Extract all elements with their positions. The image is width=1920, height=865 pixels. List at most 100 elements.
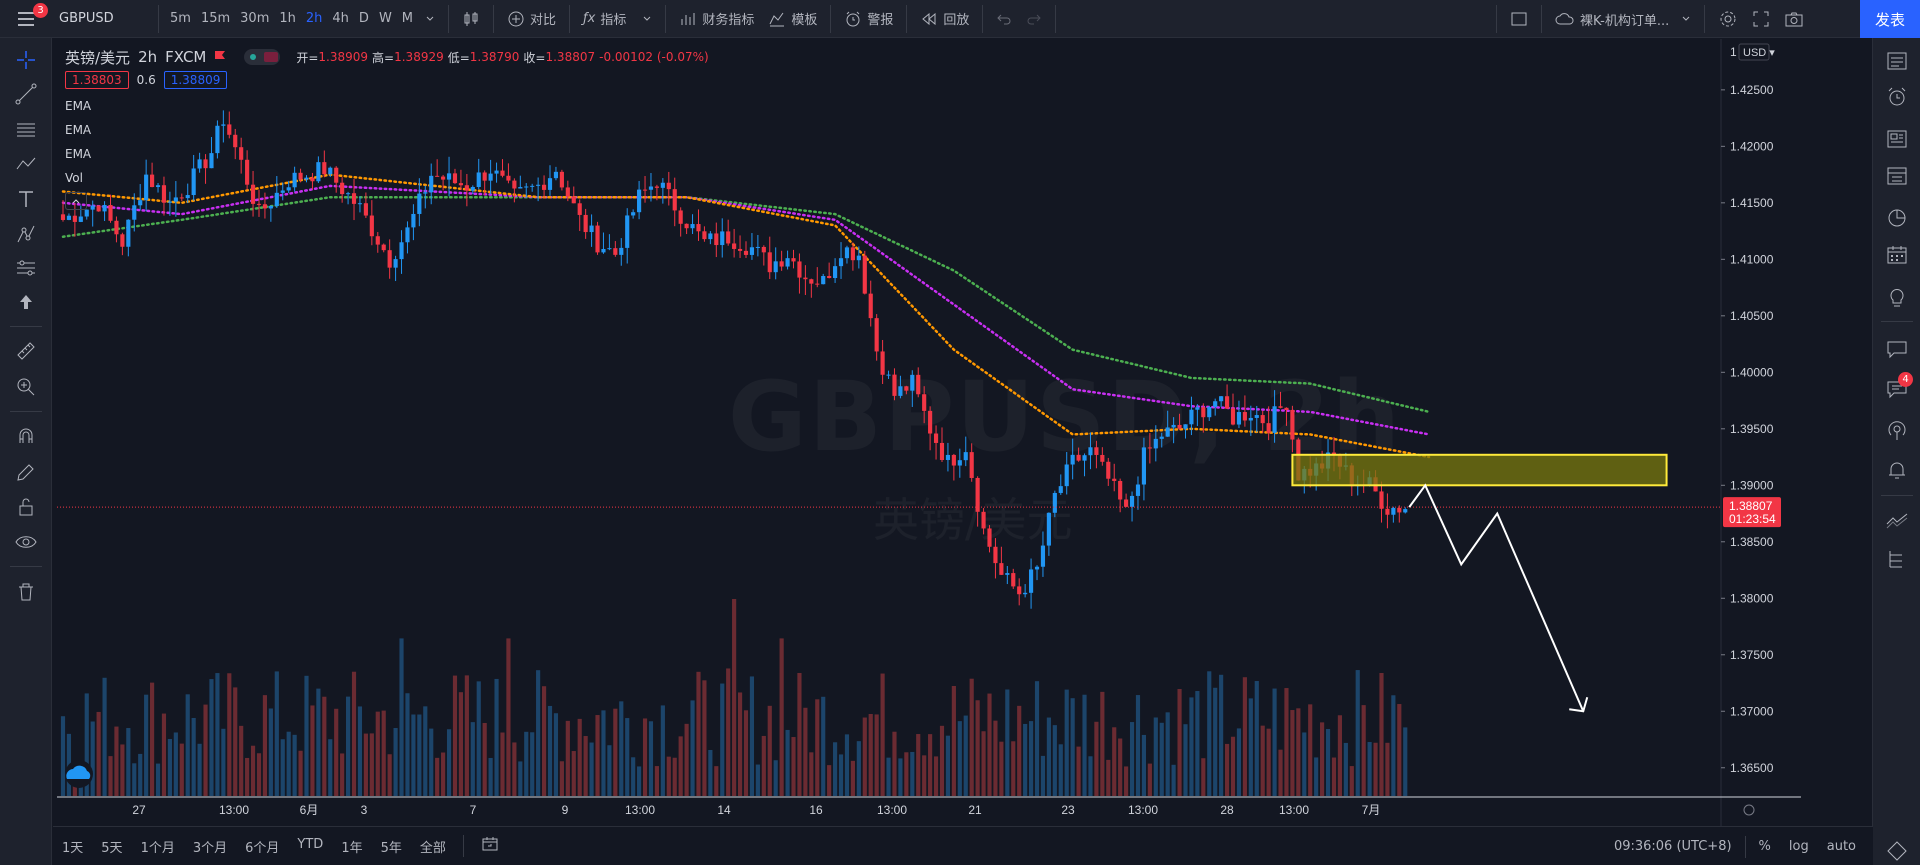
- interval-dropdown[interactable]: [418, 0, 442, 38]
- auto-toggle[interactable]: auto: [1826, 839, 1856, 854]
- menu-button[interactable]: 3: [0, 0, 52, 38]
- ruler-tool[interactable]: [13, 338, 39, 364]
- alerts-bell-button[interactable]: [1884, 457, 1910, 483]
- interval-1h[interactable]: 1h: [279, 11, 296, 26]
- calendar-button[interactable]: [1884, 242, 1910, 268]
- alerts-button[interactable]: [1884, 84, 1910, 110]
- chart-pane[interactable]: GBPUSD, 2h 英镑/美元 1.425001.420001.415001.…: [53, 39, 1801, 826]
- interval-4h[interactable]: 4h: [332, 11, 349, 26]
- layout-toggle-button[interactable]: [1503, 0, 1535, 38]
- range-0[interactable]: 1天: [62, 840, 84, 856]
- measure-lines-tool[interactable]: [13, 255, 39, 281]
- indicator-vol[interactable]: Vol: [65, 171, 83, 185]
- candle-body: [1023, 592, 1028, 595]
- currency-button[interactable]: [1738, 43, 1770, 61]
- separator: [1496, 5, 1497, 33]
- indicator-ema-2[interactable]: EMA: [65, 123, 92, 137]
- percent-toggle[interactable]: %: [1758, 839, 1771, 854]
- fullscreen-button[interactable]: [1745, 0, 1777, 38]
- range-5[interactable]: YTD: [297, 836, 324, 852]
- candle-body: [666, 182, 671, 190]
- candle-body: [1278, 406, 1283, 408]
- magnet-tool[interactable]: [13, 423, 39, 449]
- undo-button[interactable]: [989, 0, 1019, 38]
- candle-body: [1058, 486, 1063, 493]
- time-label: 13:00: [877, 803, 907, 817]
- ask-button[interactable]: 1.38809: [163, 71, 228, 89]
- goto-date-button[interactable]: [472, 836, 508, 856]
- data-window-button[interactable]: [1884, 163, 1910, 189]
- ideas-button[interactable]: [1884, 284, 1910, 310]
- crosshair-tool[interactable]: [13, 47, 39, 73]
- node-tool[interactable]: [13, 221, 39, 247]
- legend-symbol[interactable]: 英镑/美元: [65, 48, 131, 67]
- log-toggle[interactable]: log: [1788, 839, 1809, 854]
- volume-bar: [1355, 670, 1360, 796]
- financials-button[interactable]: 财务指标: [672, 0, 761, 38]
- compare-button[interactable]: 对比: [500, 0, 563, 38]
- collapse-legend-button[interactable]: [65, 192, 87, 210]
- alert-button[interactable]: 警报: [837, 0, 900, 38]
- interval-2h[interactable]: 2h: [305, 11, 323, 26]
- pattern-tool[interactable]: [13, 151, 39, 177]
- watchlist-button[interactable]: [1884, 48, 1910, 74]
- interval-5m[interactable]: 5m: [170, 11, 191, 26]
- notifications-button[interactable]: 4: [1884, 372, 1913, 402]
- delete-tool[interactable]: [13, 579, 39, 605]
- chats-button[interactable]: [1884, 336, 1910, 362]
- object-tree-button[interactable]: [1884, 546, 1910, 572]
- range-8[interactable]: 全部: [419, 840, 446, 856]
- price-label: 1.39000: [1730, 478, 1774, 492]
- flag-icon[interactable]: [214, 50, 226, 64]
- range-3[interactable]: 3个月: [192, 840, 228, 856]
- help-button[interactable]: [1884, 838, 1910, 864]
- news-button[interactable]: [1884, 126, 1910, 152]
- lock-tool[interactable]: [13, 494, 39, 520]
- volume-bar: [583, 736, 588, 796]
- clock[interactable]: 09:36:06 (UTC+8): [1613, 839, 1732, 854]
- hotlist-button[interactable]: [1884, 205, 1910, 231]
- text-tool[interactable]: [13, 186, 39, 212]
- chart-type-button[interactable]: [455, 0, 487, 38]
- range-6[interactable]: 1年: [341, 840, 363, 856]
- screenshot-button[interactable]: [1777, 0, 1811, 38]
- candle-body: [417, 193, 422, 214]
- replay-button[interactable]: 回放: [913, 0, 976, 38]
- interval-D[interactable]: D: [358, 11, 369, 26]
- zoom-tool[interactable]: [13, 374, 39, 400]
- candle-body: [1100, 454, 1105, 462]
- range-1[interactable]: 5天: [101, 840, 123, 856]
- interval-30m[interactable]: 30m: [240, 11, 270, 26]
- axis-settings-icon[interactable]: [1743, 804, 1755, 816]
- trendline-tool[interactable]: [13, 81, 39, 107]
- streams-button[interactable]: [1884, 418, 1910, 444]
- candle-body: [179, 197, 184, 199]
- indicator-ema-1[interactable]: EMA: [65, 99, 92, 113]
- horizontal-lines-tool[interactable]: [13, 117, 39, 143]
- trading-button[interactable]: [1884, 507, 1910, 533]
- candle-body: [66, 215, 72, 220]
- market-status-toggle[interactable]: [244, 49, 281, 65]
- range-4[interactable]: 6个月: [245, 840, 280, 856]
- visibility-tool[interactable]: [13, 529, 39, 555]
- settings-button[interactable]: [1711, 0, 1745, 38]
- arrow-up-tool[interactable]: [13, 289, 39, 315]
- redo-button[interactable]: [1019, 0, 1049, 38]
- publish-button[interactable]: 发表: [1860, 0, 1920, 38]
- symbol-search[interactable]: GBPUSD: [59, 11, 114, 26]
- indicator-ema-3[interactable]: EMA: [65, 147, 92, 161]
- indicators-button[interactable]: ƒx 指标: [576, 0, 659, 38]
- range-2[interactable]: 1个月: [140, 840, 175, 856]
- price-label: 1.38000: [1730, 591, 1774, 605]
- interval-M[interactable]: M: [401, 11, 414, 26]
- interval-15m[interactable]: 15m: [200, 11, 231, 26]
- time-label: 23: [1061, 803, 1075, 817]
- bid-button[interactable]: 1.38803: [65, 71, 129, 89]
- layout-name-button[interactable]: 裸K-机构订单...: [1548, 0, 1698, 38]
- interval-W[interactable]: W: [378, 11, 392, 26]
- candle-body: [868, 293, 873, 319]
- draw-mode-tool[interactable]: [13, 459, 39, 485]
- volume-bar: [363, 733, 368, 796]
- templates-button[interactable]: 模板: [761, 0, 824, 38]
- range-7[interactable]: 5年: [380, 840, 402, 856]
